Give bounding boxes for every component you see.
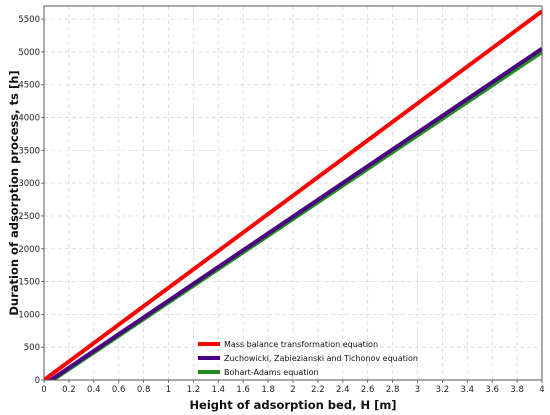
x-tick-label: 3.4 bbox=[461, 385, 475, 395]
y-axis-label: Duration of adsorption process, ts [h] bbox=[7, 70, 21, 315]
x-tick-label: 2.4 bbox=[336, 385, 350, 395]
y-tick-label: 5000 bbox=[18, 48, 40, 58]
y-axis-ticks: 0 500 1000 1500 2000 2500 3000 3500 4000 4500 5000… bbox=[18, 15, 44, 386]
y-tick-label: 1000 bbox=[18, 310, 40, 320]
x-tick-label: 1.2 bbox=[187, 385, 201, 395]
y-tick-label: 500 bbox=[24, 343, 40, 353]
x-tick-label: 4 bbox=[539, 385, 544, 395]
y-tick-label: 0 bbox=[35, 376, 40, 386]
x-tick-label: 3.6 bbox=[485, 385, 499, 395]
series-line bbox=[47, 46, 542, 380]
legend-label: Zuchowicki, Zabiezianski and Tichonov eq… bbox=[224, 354, 418, 363]
legend-label: Bohart-Adams equation bbox=[224, 368, 319, 377]
y-tick-label: 5500 bbox=[18, 15, 40, 25]
y-tick-label: 2500 bbox=[18, 212, 40, 222]
x-axis-ticks: 0 0.2 0.4 0.6 0.8 1 1.2 1.4 1.6 1.8 2 2.2 2.4 2.6 2.8 3… bbox=[41, 380, 545, 395]
y-tick-label: 2000 bbox=[18, 245, 40, 255]
x-tick-label: 0.8 bbox=[137, 385, 151, 395]
grid bbox=[44, 6, 542, 380]
legend: Mass balance transformation equation Zuch… bbox=[198, 340, 418, 377]
x-tick-label: 1.4 bbox=[212, 385, 226, 395]
x-tick-label: 2 bbox=[290, 385, 295, 395]
x-tick-label: 0.4 bbox=[87, 385, 101, 395]
x-tick-label: 2.6 bbox=[361, 385, 375, 395]
y-tick-label: 4500 bbox=[18, 81, 40, 91]
x-tick-label: 0 bbox=[41, 385, 46, 395]
x-tick-label: 3.8 bbox=[510, 385, 524, 395]
y-tick-label: 4000 bbox=[18, 114, 40, 124]
y-tick-label: 3000 bbox=[18, 179, 40, 189]
x-tick-label: 3.2 bbox=[436, 385, 450, 395]
x-tick-label: 0.2 bbox=[62, 385, 76, 395]
x-tick-label: 0.6 bbox=[112, 385, 126, 395]
x-tick-label: 1.6 bbox=[236, 385, 250, 395]
series-line bbox=[44, 9, 542, 380]
y-tick-label: 3500 bbox=[18, 146, 40, 156]
series-layer bbox=[44, 9, 542, 380]
y-tick-label: 1500 bbox=[18, 278, 40, 288]
legend-label: Mass balance transformation equation bbox=[224, 340, 378, 349]
x-tick-label: 2.8 bbox=[386, 385, 400, 395]
x-tick-label: 2.2 bbox=[311, 385, 325, 395]
x-tick-label: 1 bbox=[166, 385, 171, 395]
x-axis-label: Height of adsorption bed, H [m] bbox=[189, 398, 396, 412]
x-tick-label: 1.8 bbox=[261, 385, 275, 395]
x-tick-label: 3 bbox=[415, 385, 420, 395]
